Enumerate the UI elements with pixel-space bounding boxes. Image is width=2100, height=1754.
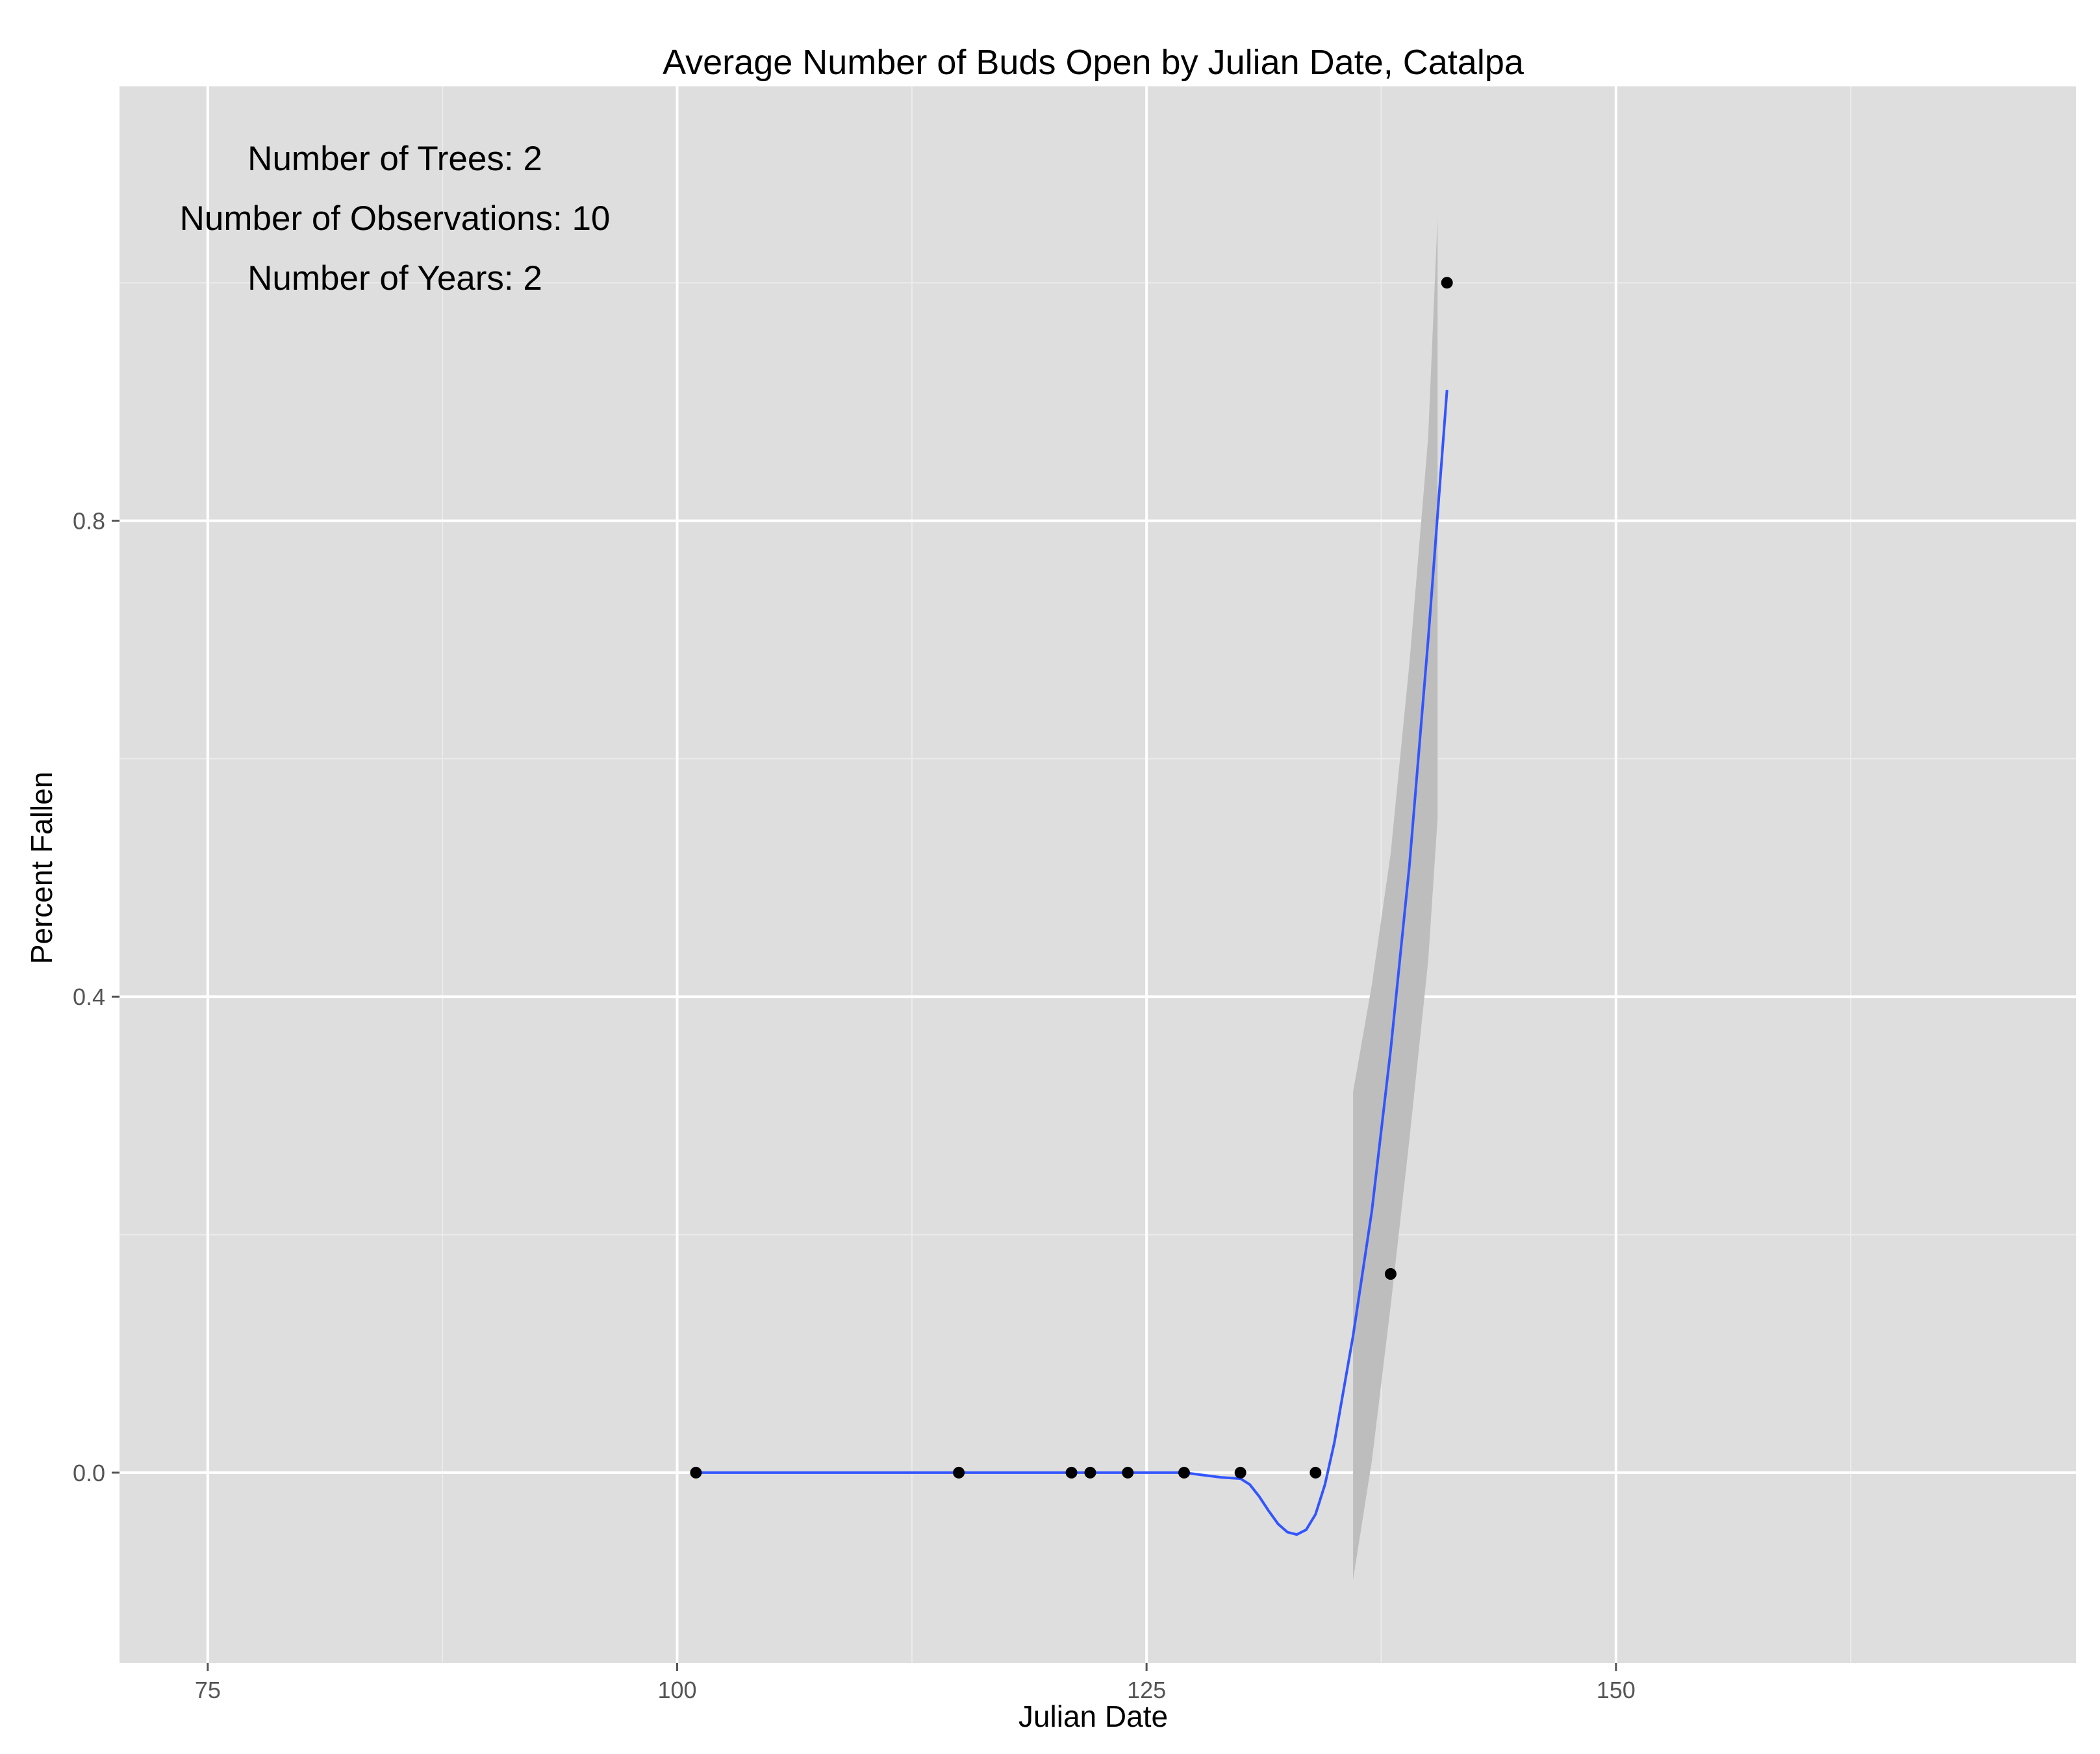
data-point: [1309, 1466, 1322, 1479]
annotation-trees: Number of Trees: 2: [247, 140, 542, 178]
x-axis-ticks: 75 100 125 150: [195, 1663, 1636, 1703]
plot-panel: [120, 86, 2076, 1663]
data-point: [1441, 277, 1453, 289]
y-tick-label: 0.0: [73, 1460, 105, 1486]
x-tick-label: 125: [1127, 1677, 1166, 1703]
x-tick-label: 100: [657, 1677, 696, 1703]
data-point: [953, 1466, 965, 1479]
data-point: [1234, 1466, 1246, 1479]
data-points: [690, 277, 1453, 1479]
data-point: [690, 1466, 702, 1479]
data-point: [1122, 1466, 1134, 1479]
x-tick-label: 150: [1597, 1677, 1636, 1703]
y-axis-label: Percent Fallen: [25, 772, 58, 965]
data-point: [1178, 1466, 1190, 1479]
annotation-years: Number of Years: 2: [247, 259, 542, 298]
chart-title: Average Number of Buds Open by Julian Da…: [663, 43, 1524, 82]
y-axis-ticks: 0.0 0.4 0.8: [73, 508, 120, 1486]
annotation-observations: Number of Observations: 10: [180, 199, 611, 238]
data-point: [1384, 1268, 1397, 1280]
y-tick-label: 0.8: [73, 508, 105, 535]
data-point: [1065, 1466, 1078, 1479]
minor-gridlines: [120, 86, 2076, 1663]
y-tick-label: 0.4: [73, 984, 105, 1010]
x-tick-label: 75: [195, 1677, 221, 1703]
x-axis-label: Julian Date: [1018, 1699, 1168, 1733]
major-gridlines: [120, 86, 2076, 1663]
confidence-band: [1353, 217, 1438, 1580]
data-point: [1084, 1466, 1096, 1479]
smooth-line: [696, 389, 1448, 1536]
